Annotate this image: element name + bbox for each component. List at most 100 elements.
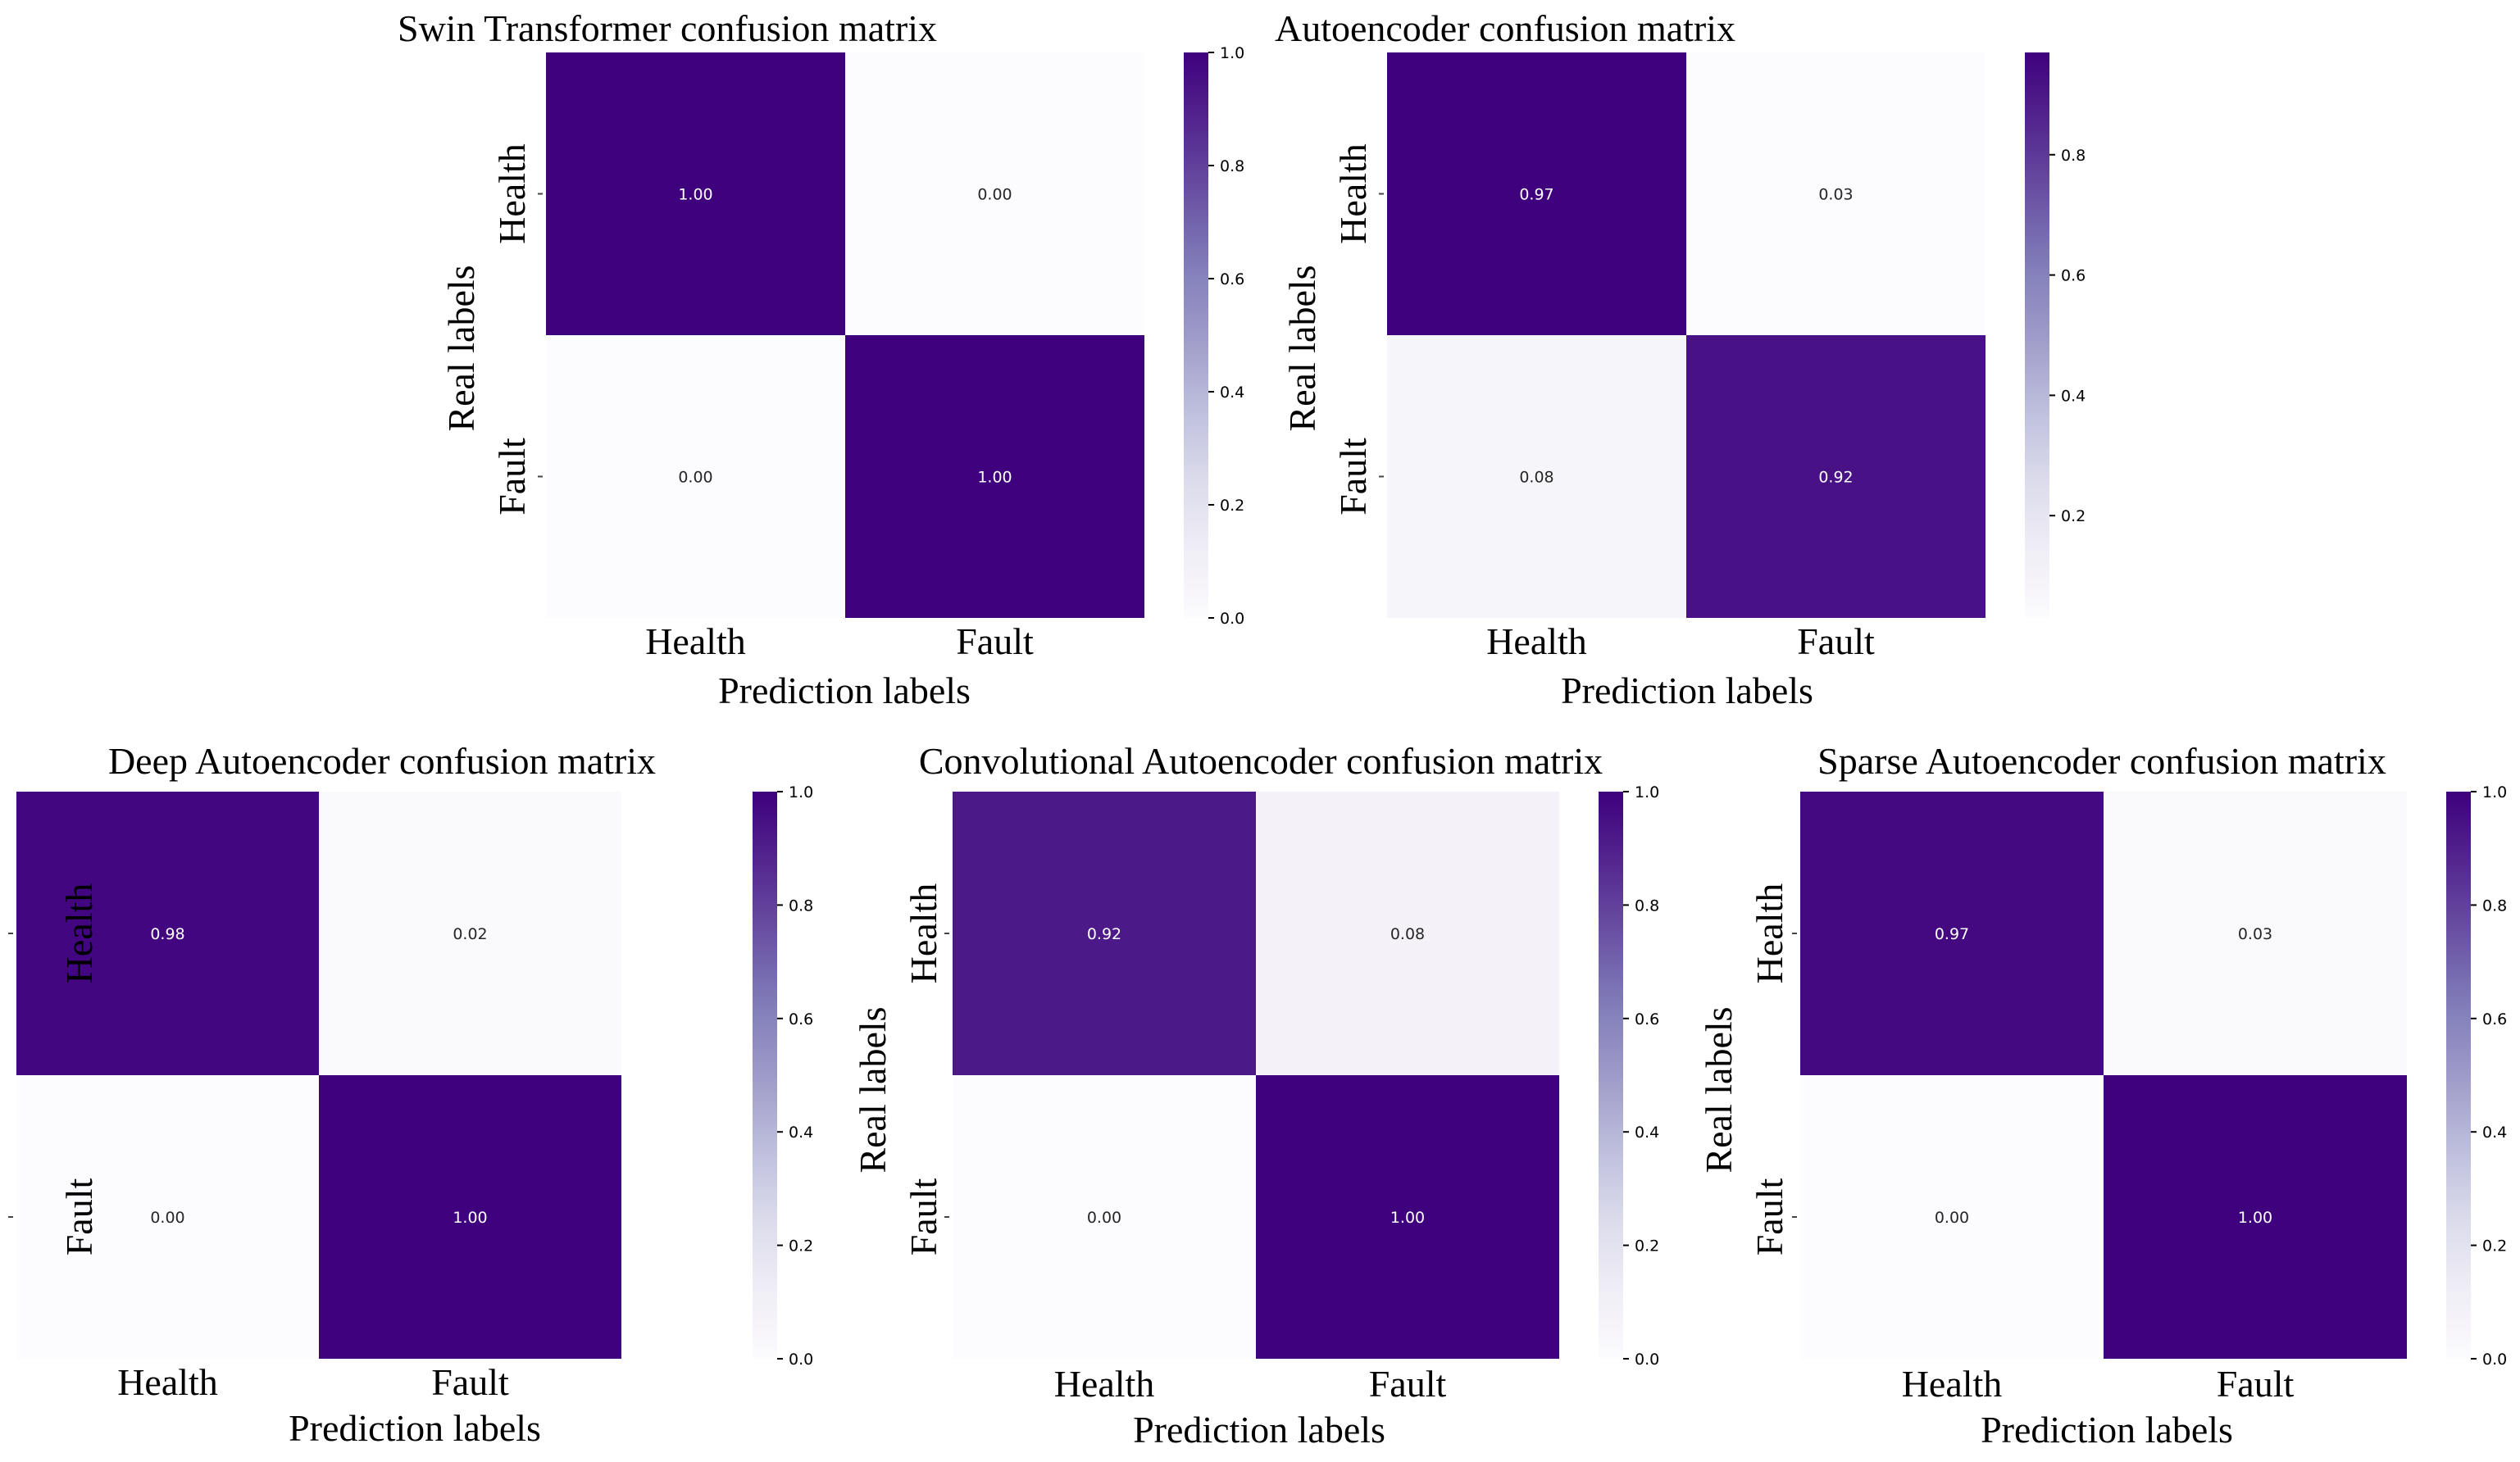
colorbar-tick-label: 0.0: [1635, 1351, 1659, 1369]
x-tick-label: Fault: [1797, 620, 1875, 662]
y-tick-label: Fault: [903, 1178, 944, 1256]
heatmap-cell: [1800, 792, 2104, 1075]
x-tick-label: Fault: [2217, 1363, 2295, 1405]
cell-value-label: 0.00: [150, 1209, 184, 1227]
heatmap-cell: [16, 1075, 319, 1359]
x-axis-label: Prediction labels: [718, 670, 971, 711]
cell-value-label: 0.92: [1087, 925, 1121, 943]
heatmap-cell: [16, 792, 319, 1075]
colorbar-tick-label: 0.0: [2482, 1351, 2507, 1369]
x-axis-label: Prediction labels: [1561, 670, 1813, 711]
colorbar-tick-label: 0.4: [2061, 387, 2086, 405]
cell-value-label: 0.98: [150, 925, 184, 943]
cell-value-label: 1.00: [977, 469, 1012, 487]
chart-title: Autoencoder confusion matrix: [1275, 7, 1735, 49]
cell-value-label: 0.00: [977, 186, 1012, 204]
heatmap-cell: [2104, 1075, 2407, 1359]
colorbar-tick-label: 0.8: [1635, 897, 1659, 915]
heatmap-cell: [1800, 1075, 2104, 1359]
chart-title: Swin Transformer confusion matrix: [398, 7, 937, 49]
heatmap-cell: [1686, 52, 1986, 335]
deep-autoencoder-panel: Deep Autoencoder confusion matrix Predic…: [8, 740, 813, 1449]
heatmap-cell: [319, 792, 621, 1075]
colorbar-tick-label: 1.0: [2482, 783, 2507, 801]
chart-title: Sparse Autoencoder confusion matrix: [1817, 740, 2386, 782]
colorbar-tick-label: 0.6: [2061, 267, 2086, 285]
colorbar-tick-label: 0.2: [789, 1237, 813, 1255]
heatmap-cell: [319, 1075, 621, 1359]
y-axis-label: Real labels: [1281, 265, 1323, 431]
swin-transformer-panel: Swin Transformer confusion matrix Predic…: [398, 7, 1244, 711]
heatmap-cell: [953, 792, 1256, 1075]
y-tick-label: Health: [1332, 143, 1374, 244]
heatmap-cell: [1256, 792, 1559, 1075]
cell-value-label: 0.08: [1390, 925, 1425, 943]
colorbar-tick-label: 0.4: [2482, 1124, 2507, 1142]
cell-value-label: 0.02: [453, 925, 487, 943]
colorbar-tick-label: 0.2: [2482, 1237, 2507, 1255]
heatmap-cell: [546, 52, 845, 335]
colorbar: [753, 792, 777, 1359]
colorbar-tick-label: 1.0: [1220, 44, 1244, 62]
cell-value-label: 0.03: [1818, 186, 1853, 204]
colorbar-tick-label: 0.2: [2061, 507, 2086, 525]
colorbar: [1599, 792, 1623, 1359]
sparse-autoencoder-panel: Sparse Autoencoder confusion matrix Pred…: [1698, 740, 2507, 1451]
colorbar-tick-label: 0.0: [1220, 610, 1244, 628]
x-tick-label: Health: [1902, 1363, 2003, 1405]
colorbar-tick-label: 0.8: [789, 897, 813, 915]
colorbar-tick-label: 0.6: [789, 1010, 813, 1028]
colorbar-tick-label: 1.0: [789, 783, 813, 801]
colorbar: [1184, 52, 1208, 618]
heatmap-cell: [1256, 1075, 1559, 1359]
heatmap-cell: [1387, 52, 1686, 335]
y-tick-label: Fault: [1749, 1178, 1790, 1256]
colorbar: [2446, 792, 2471, 1359]
y-tick-label: Fault: [1332, 438, 1374, 515]
colorbar-tick-label: 0.8: [2061, 147, 2086, 165]
cell-value-label: 0.00: [1087, 1209, 1121, 1227]
convolutional-autoencoder-panel: Convolutional Autoencoder confusion matr…: [852, 740, 1659, 1451]
y-tick-label: Fault: [58, 1178, 100, 1256]
colorbar-tick-label: 0.2: [1635, 1237, 1659, 1255]
x-tick-label: Fault: [956, 620, 1034, 662]
chart-title: Convolutional Autoencoder confusion matr…: [919, 740, 1603, 782]
x-tick-label: Health: [1486, 620, 1587, 662]
heatmap-cell: [546, 335, 845, 618]
colorbar-tick-label: 0.4: [1220, 384, 1244, 402]
colorbar-tick-label: 0.8: [2482, 897, 2507, 915]
cell-value-label: 1.00: [453, 1209, 487, 1227]
colorbar-tick-label: 0.6: [1635, 1010, 1659, 1028]
cell-value-label: 0.03: [2238, 925, 2272, 943]
x-axis-label: Prediction labels: [1133, 1409, 1385, 1451]
cell-value-label: 0.00: [1935, 1209, 1969, 1227]
x-tick-label: Health: [1054, 1363, 1155, 1405]
cell-value-label: 0.92: [1818, 469, 1853, 487]
cell-value-label: 0.08: [1519, 469, 1553, 487]
cell-value-label: 0.97: [1519, 186, 1553, 204]
x-tick-label: Fault: [431, 1361, 509, 1403]
x-tick-label: Health: [645, 620, 746, 662]
x-tick-label: Fault: [1369, 1363, 1447, 1405]
colorbar-tick-label: 0.6: [1220, 270, 1244, 288]
heatmap-cell: [1387, 335, 1686, 618]
heatmap-cell: [953, 1075, 1256, 1359]
x-axis-label: Prediction labels: [289, 1407, 541, 1449]
heatmap-cell: [1686, 335, 1986, 618]
cell-value-label: 1.00: [678, 186, 712, 204]
colorbar-tick-label: 0.0: [789, 1351, 813, 1369]
heatmap-cell: [2104, 792, 2407, 1075]
autoencoder-panel: Autoencoder confusion matrix Prediction …: [1275, 7, 2086, 711]
heatmap-cell: [845, 335, 1144, 618]
heatmap-cell: [845, 52, 1144, 335]
y-axis-label: Real labels: [1698, 1006, 1740, 1173]
cell-value-label: 0.00: [678, 469, 712, 487]
y-tick-label: Fault: [491, 438, 533, 515]
colorbar-tick-label: 0.6: [2482, 1010, 2507, 1028]
cell-value-label: 0.97: [1935, 925, 1969, 943]
colorbar-tick-label: 0.8: [1220, 157, 1244, 175]
x-tick-label: Health: [117, 1361, 218, 1403]
colorbar-tick-label: 1.0: [1635, 783, 1659, 801]
y-tick-label: Health: [903, 883, 944, 984]
